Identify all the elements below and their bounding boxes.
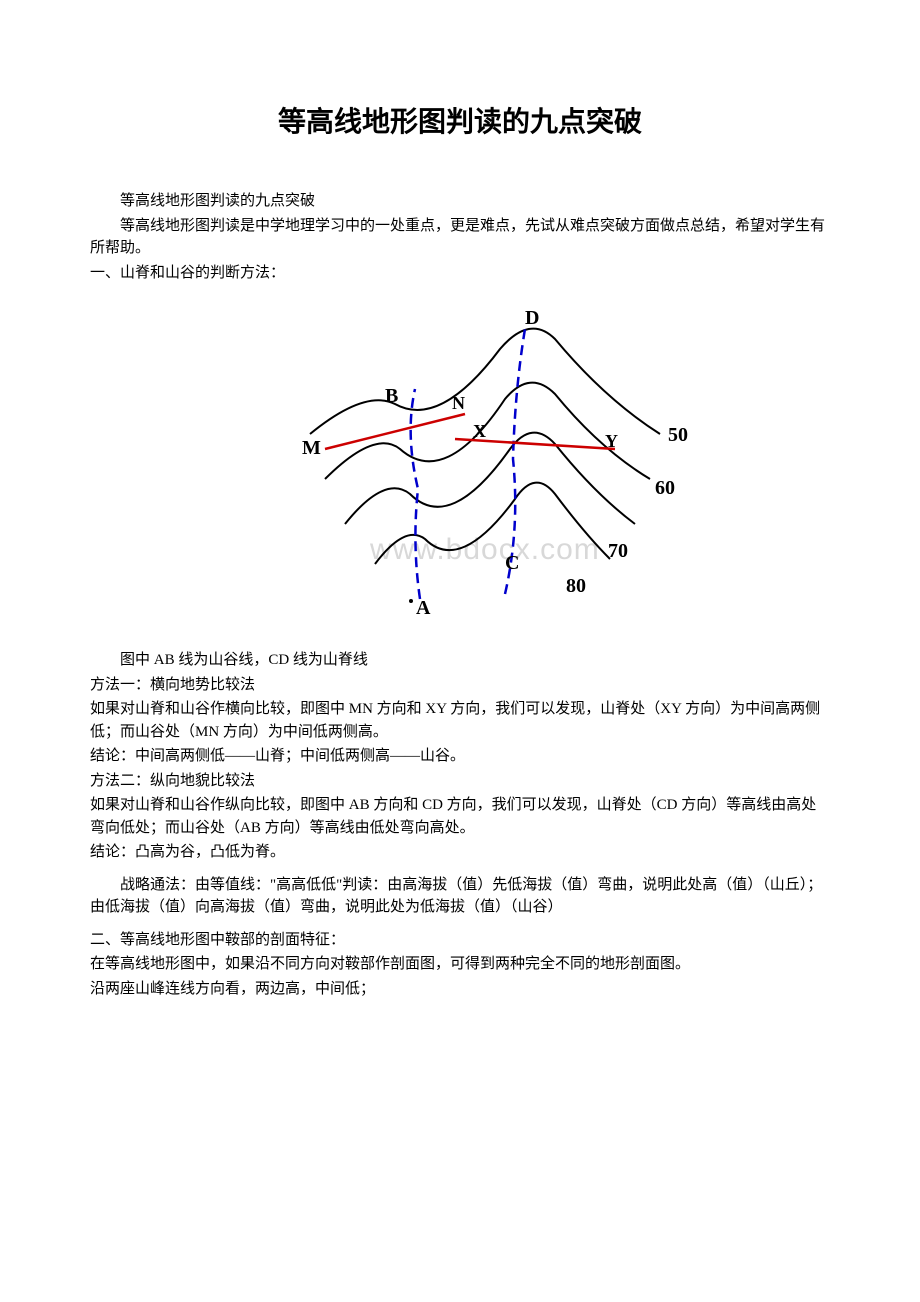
- method2-title: 方法二：纵向地貌比较法: [90, 770, 830, 793]
- label-c: C: [505, 552, 519, 574]
- contour-value-50: 50: [668, 424, 688, 446]
- contour-60: [325, 383, 650, 479]
- label-a: A: [416, 597, 431, 619]
- section1-title: 一、山脊和山谷的判断方法：: [90, 262, 830, 285]
- page-title: 等高线地形图判读的九点突破: [90, 100, 830, 140]
- section2-p2: 沿两座山峰连线方向看，两边高，中间低；: [90, 978, 830, 1001]
- label-m: M: [302, 437, 321, 459]
- contour-value-60: 60: [655, 477, 675, 499]
- point-a-dot: [409, 599, 413, 603]
- label-y: Y: [605, 431, 618, 451]
- contour-value-70: 70: [608, 540, 628, 562]
- label-x: X: [473, 421, 486, 441]
- intro-heading: 等高线地形图判读的九点突破: [90, 190, 830, 213]
- strategy-text: 战略通法：由等值线："高高低低"判读：由高海拔（值）先低海拔（值）弯曲，说明此处…: [90, 874, 830, 919]
- method1-p1: 如果对山脊和山谷作横向比较，即图中 MN 方向和 XY 方向，我们可以发现，山脊…: [90, 698, 830, 743]
- label-b: B: [385, 385, 398, 407]
- contour-diagram: www.bdocx.com D B N M X Y C A 50 60 70: [90, 299, 830, 629]
- method2-p1: 如果对山脊和山谷作纵向比较，即图中 AB 方向和 CD 方向，我们可以发现，山脊…: [90, 794, 830, 839]
- method1-title: 方法一：横向地势比较法: [90, 674, 830, 697]
- label-n: N: [452, 393, 465, 413]
- section2-title: 二、等高线地形图中鞍部的剖面特征：: [90, 929, 830, 952]
- method2-p2: 结论：凸高为谷，凸低为脊。: [90, 841, 830, 864]
- contour-50: [310, 329, 660, 434]
- label-d: D: [525, 307, 539, 329]
- valley-line-ab: [411, 389, 420, 599]
- intro-text: 等高线地形图判读是中学地理学习中的一处重点，更是难点，先试从难点突破方面做点总结…: [90, 215, 830, 260]
- method1-p2: 结论：中间高两侧低——山脊；中间低两侧高——山谷。: [90, 745, 830, 768]
- section2-p1: 在等高线地形图中，如果沿不同方向对鞍部作剖面图，可得到两种完全不同的地形剖面图。: [90, 953, 830, 976]
- diagram-caption: 图中 AB 线为山谷线，CD 线为山脊线: [90, 649, 830, 672]
- cross-line-mn: [325, 414, 465, 449]
- contour-value-80: 80: [566, 575, 586, 597]
